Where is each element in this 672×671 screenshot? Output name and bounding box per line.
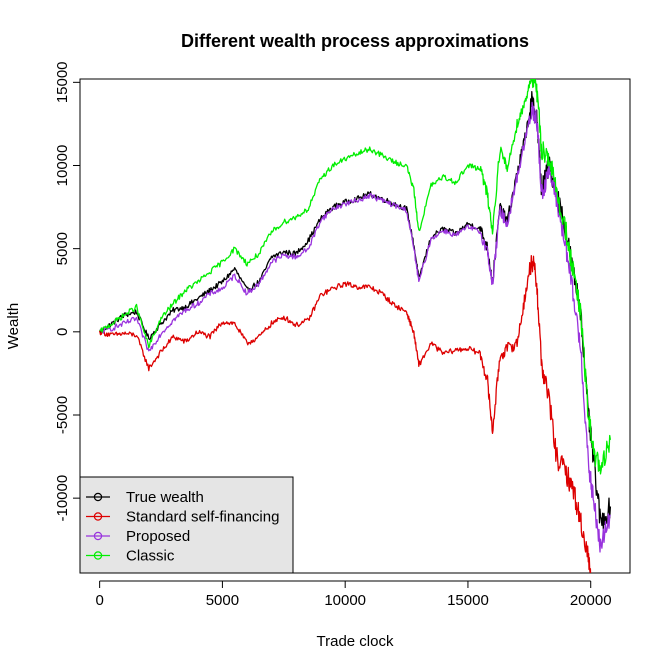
legend-label: Proposed [126,528,190,545]
legend-label: Standard self-financing [126,509,279,526]
legend-marker [93,531,103,541]
x-tick-label: 15000 [447,592,489,609]
y-tick-label: 15000 [54,61,71,103]
legend-marker [93,492,103,502]
y-tick-label: -10000 [54,475,71,522]
y-tick-label: -5000 [54,396,71,434]
chart-title: Different wealth process approximations [181,31,529,51]
legend-item: Proposed [86,528,190,545]
x-tick-label: 0 [95,592,103,609]
y-tick-label: 10000 [54,145,71,187]
legend-box [79,476,294,574]
y-tick-label: 5000 [54,232,71,265]
y-axis-label: Wealth [5,303,22,349]
legend: True wealth Standard self-financing Propos… [79,476,294,574]
legend-marker [93,551,103,560]
y-axis: -10000 -5000 0 5000 10000 15000 [54,61,81,522]
series-layer [98,79,612,573]
y-tick-label: 0 [54,328,71,336]
series-line-proposed [99,101,611,553]
x-tick-label: 5000 [206,592,239,609]
legend-item: Classic [86,548,175,565]
series-line-standard-self-financing [98,255,592,573]
x-axis-label: Trade clock [317,633,394,650]
series-line-true-wealth [99,91,612,530]
legend-marker [93,512,103,521]
x-tick-label: 10000 [324,592,366,609]
legend-label: Classic [126,548,175,565]
legend-item: Standard self-financing [86,509,279,526]
legend-label: True wealth [126,489,204,506]
x-axis: 0 5000 10000 15000 20000 [95,580,612,609]
series-line-classic [99,79,612,475]
x-tick-label: 20000 [570,592,612,609]
legend-item: True wealth [86,489,204,506]
